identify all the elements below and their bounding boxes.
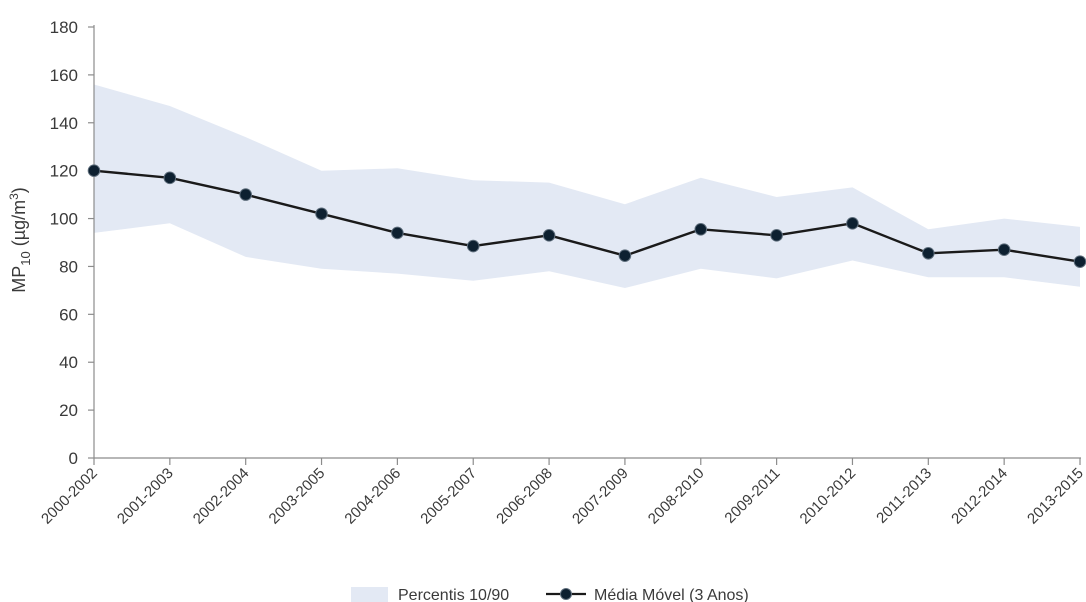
y-tick-label: 80	[59, 257, 78, 276]
data-point	[466, 239, 480, 253]
x-tick-label: 2007-2009	[569, 465, 632, 528]
x-tick-label: 2010-2012	[797, 465, 860, 528]
legend-line-marker	[560, 588, 572, 600]
y-tick-label: 100	[50, 210, 78, 229]
x-tick-label: 2011-2013	[873, 465, 935, 527]
y-tick-label: 40	[59, 353, 78, 372]
y-tick-label: 0	[69, 449, 78, 468]
data-point	[542, 229, 556, 242]
markers-layer	[87, 164, 1086, 268]
data-point	[239, 188, 252, 201]
x-tick-label: 2002-2004	[190, 465, 253, 528]
data-point	[997, 243, 1011, 256]
data-point	[922, 246, 935, 260]
percentile-band-layer	[94, 84, 1080, 288]
y-tick-label: 20	[59, 401, 78, 420]
y-tick-label: 120	[50, 162, 78, 181]
legend: Percentis 10/90 Média Móvel (3 Anos)	[351, 587, 749, 602]
moving-average-layer	[93, 169, 1081, 263]
data-point	[618, 249, 632, 262]
data-point	[694, 223, 708, 236]
x-tick-label: 2001-2003	[114, 465, 177, 528]
legend-band-label: Percentis 10/90	[398, 587, 509, 602]
x-tick-label: 2012-2014	[948, 465, 1011, 528]
data-point	[391, 226, 404, 240]
y-tick-labels: 0 20 40 60 80 100 120 140 160 180	[50, 18, 78, 468]
legend-line-label: Média Móvel (3 Anos)	[594, 587, 749, 602]
data-point	[846, 217, 859, 230]
x-tick-label: 2006-2008	[493, 465, 556, 528]
x-tick-label: 2004-2006	[341, 465, 404, 528]
data-point	[315, 207, 328, 221]
y-tick-label: 180	[50, 18, 78, 37]
x-tick-labels: 2000-2002 2001-2003 2002-2004 2003-2005 2004…	[38, 465, 1086, 528]
legend-band-swatch	[351, 587, 388, 602]
moving-average-line	[93, 169, 1081, 263]
x-tick-label: 2000-2002	[38, 465, 101, 528]
y-tick-label: 60	[59, 305, 78, 324]
data-point	[163, 171, 177, 185]
y-axis-title: MP10 (µg/m3)	[7, 187, 33, 293]
x-tick-label: 2009-2011	[721, 465, 783, 527]
y-tick-label: 140	[50, 114, 78, 133]
percentile-band	[94, 84, 1080, 288]
x-tick-label: 2013-2015	[1024, 465, 1086, 528]
y-tick-label: 160	[50, 66, 78, 85]
x-tick-label: 2005-2007	[417, 465, 480, 528]
x-tick-label: 2003-2005	[266, 465, 329, 528]
data-point	[87, 164, 101, 177]
data-point	[770, 229, 783, 242]
axes-layer	[88, 25, 1081, 465]
data-point	[1073, 255, 1086, 268]
x-tick-label: 2008-2010	[645, 465, 708, 528]
